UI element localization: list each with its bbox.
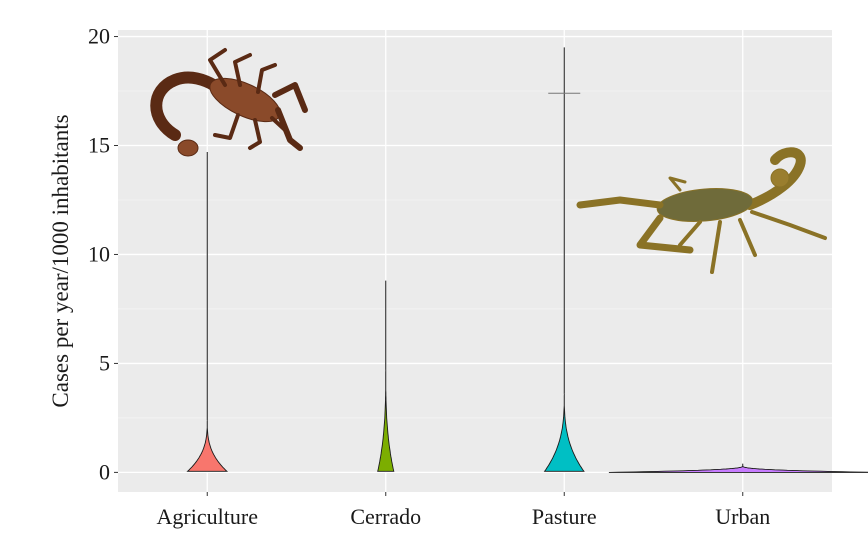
violin-cerrado [377, 280, 395, 472]
y-tick-label: 5 [99, 350, 110, 375]
violin-pasture [543, 47, 585, 472]
violin-body [377, 369, 395, 472]
violin-agriculture [186, 152, 229, 472]
x-tick-label: Agriculture [157, 504, 258, 529]
violin-urban [608, 463, 868, 473]
y-tick-label: 15 [88, 133, 110, 158]
y-axis-ticks: 0 5 10 15 20 [88, 24, 118, 484]
y-tick-label: 10 [88, 241, 110, 266]
yellow-scorpion-photo [576, 147, 827, 274]
violin-body [608, 465, 868, 473]
violins-layer [186, 47, 868, 473]
y-axis-title: Cases per year/1000 inhabitants [48, 114, 73, 407]
x-tick-label: Cerrado [350, 504, 421, 529]
x-tick-label: Pasture [532, 504, 597, 529]
x-tick-label: Urban [715, 504, 770, 529]
brown-scorpion-photo [150, 48, 308, 157]
x-axis-ticks: Agriculture Cerrado Pasture Urban [157, 492, 770, 529]
violin-body [186, 420, 229, 472]
y-tick-label: 0 [99, 459, 110, 484]
violin-body [543, 393, 585, 472]
y-tick-label: 20 [88, 24, 110, 49]
